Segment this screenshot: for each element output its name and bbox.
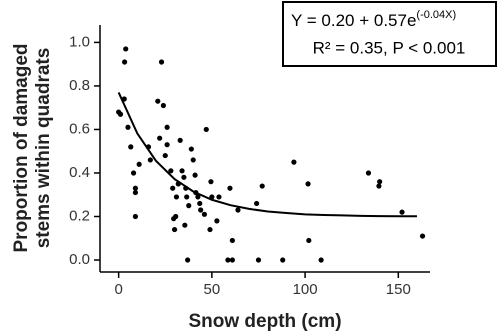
point [185, 257, 191, 263]
y-axis-title: Proportion of damaged [11, 44, 32, 253]
point [136, 161, 142, 167]
point [419, 233, 426, 239]
point [122, 59, 128, 65]
x-tick-label: 0 [114, 281, 122, 298]
point [182, 222, 188, 228]
y-tick-label: 0.0 [69, 251, 90, 268]
point [229, 237, 235, 244]
fit-curve [117, 92, 417, 218]
x-tick-label: 150 [386, 281, 411, 298]
point [190, 157, 196, 163]
point [186, 203, 192, 209]
point [305, 181, 311, 187]
point [184, 194, 190, 200]
point [254, 200, 260, 207]
point [173, 194, 180, 200]
point [164, 124, 170, 130]
x-tick-label: 50 [204, 281, 221, 298]
point [203, 126, 209, 133]
point [229, 257, 235, 263]
annotation-equation: Y = 0.20 + 0.57e(-0.04X) [291, 9, 456, 31]
point [225, 257, 231, 263]
point [365, 170, 372, 176]
point [192, 172, 198, 178]
point [177, 137, 183, 143]
point [227, 185, 233, 191]
point [318, 257, 324, 263]
point [376, 183, 382, 189]
point [164, 142, 170, 148]
point [160, 102, 166, 109]
equation-text: Y = 0.20 + 0.57e [291, 11, 416, 30]
point [130, 170, 137, 176]
point [201, 211, 208, 217]
point [181, 174, 187, 180]
point [158, 59, 165, 65]
y-tick-label: 0.4 [69, 164, 90, 181]
point [168, 168, 174, 174]
point [117, 111, 124, 117]
point [255, 257, 262, 263]
point [179, 168, 185, 174]
annotation-box [282, 1, 497, 67]
point [259, 183, 265, 189]
point [123, 46, 129, 52]
point [128, 144, 134, 150]
point [377, 179, 383, 185]
point [214, 218, 220, 224]
point [173, 213, 179, 220]
point [195, 194, 201, 200]
point [207, 226, 213, 233]
point [216, 194, 222, 200]
point [280, 257, 286, 263]
point [155, 98, 161, 104]
y-tick-label: 0.8 [69, 77, 90, 94]
equation-exponent: (-0.04X) [416, 9, 456, 21]
point [162, 152, 168, 159]
point [132, 213, 139, 220]
point [188, 146, 194, 152]
x-tick-label: 100 [293, 281, 318, 298]
point [125, 124, 131, 130]
x-axis-title: Snow depth (cm) [188, 311, 341, 332]
point [132, 189, 139, 196]
y-tick-label: 0.2 [69, 207, 90, 224]
point [170, 185, 176, 191]
point [157, 135, 163, 141]
annotation-stats: R² = 0.35, P < 0.001 [313, 38, 466, 57]
point [235, 207, 241, 213]
point [399, 209, 405, 215]
point [198, 207, 204, 213]
point [208, 179, 214, 185]
point [147, 157, 153, 163]
point [306, 237, 312, 244]
point [132, 185, 139, 191]
point [291, 159, 297, 165]
point [197, 200, 203, 207]
y-axis-title: stems within quadrats [33, 48, 54, 249]
y-tick-label: 1.0 [69, 33, 90, 50]
point [171, 226, 178, 233]
y-tick-label: 0.6 [69, 120, 90, 137]
